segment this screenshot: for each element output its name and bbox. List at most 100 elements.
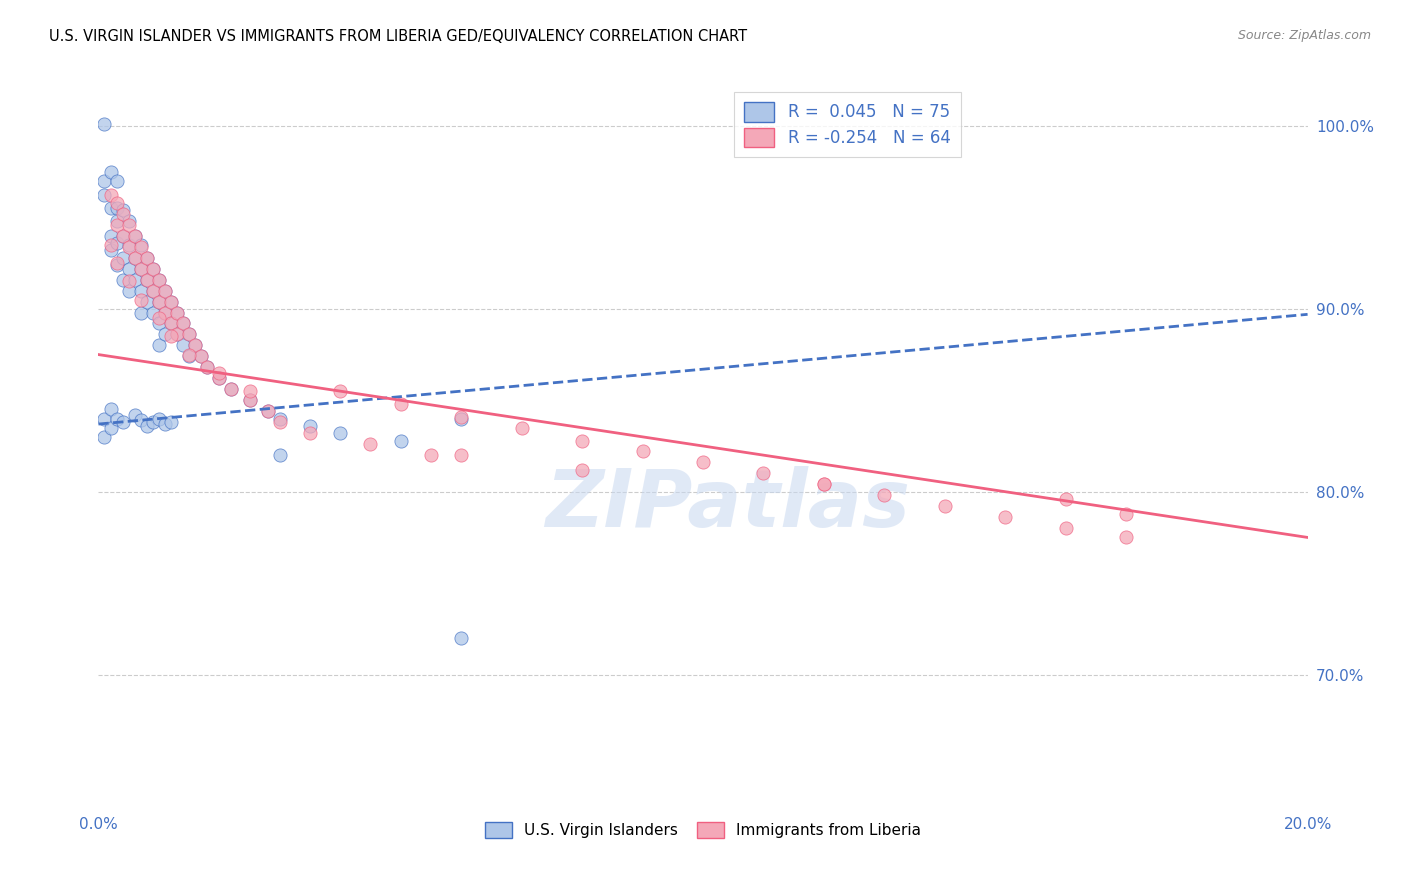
Point: [105, 195, 128, 210]
Point: [873, 488, 896, 502]
Point: [105, 174, 128, 188]
Point: [190, 350, 212, 364]
Point: [105, 201, 128, 215]
Point: [118, 214, 141, 228]
Point: [172, 317, 194, 331]
Point: [135, 251, 157, 265]
Point: [100, 402, 122, 417]
Point: [166, 327, 188, 342]
Point: [1115, 530, 1137, 544]
Point: [631, 444, 654, 458]
Point: [100, 228, 122, 243]
Point: [105, 218, 128, 232]
Point: [100, 237, 122, 252]
Point: [450, 448, 472, 462]
Legend: U.S. Virgin Islanders, Immigrants from Liberia: U.S. Virgin Islanders, Immigrants from L…: [478, 816, 928, 845]
Point: [129, 261, 152, 276]
Point: [208, 371, 231, 385]
Point: [118, 261, 141, 276]
Point: [153, 284, 176, 298]
Point: [195, 360, 218, 375]
Point: [299, 426, 322, 441]
Point: [269, 448, 291, 462]
Point: [111, 228, 134, 243]
Point: [184, 338, 207, 352]
Point: [142, 415, 165, 429]
Point: [129, 261, 152, 276]
Point: [142, 284, 165, 298]
Point: [360, 437, 382, 451]
Point: [135, 251, 157, 265]
Point: [124, 228, 146, 243]
Point: [111, 228, 134, 243]
Point: [111, 251, 134, 265]
Point: [93, 411, 115, 425]
Point: [129, 413, 152, 427]
Text: U.S. VIRGIN ISLANDER VS IMMIGRANTS FROM LIBERIA GED/EQUIVALENCY CORRELATION CHAR: U.S. VIRGIN ISLANDER VS IMMIGRANTS FROM …: [49, 29, 748, 44]
Point: [142, 261, 165, 276]
Point: [111, 203, 134, 218]
Point: [752, 467, 775, 481]
Point: [153, 305, 176, 319]
Point: [179, 327, 201, 342]
Point: [208, 371, 231, 385]
Point: [124, 408, 146, 422]
Point: [129, 240, 152, 254]
Point: [166, 305, 188, 319]
Text: ZIPatlas: ZIPatlas: [544, 466, 910, 543]
Point: [93, 174, 115, 188]
Point: [129, 284, 152, 298]
Point: [93, 430, 115, 444]
Point: [1054, 521, 1077, 535]
Point: [934, 500, 956, 514]
Point: [571, 463, 593, 477]
Point: [100, 420, 122, 434]
Point: [148, 272, 170, 286]
Point: [105, 258, 128, 272]
Point: [100, 164, 122, 178]
Point: [208, 366, 231, 380]
Point: [105, 411, 128, 425]
Point: [692, 455, 714, 469]
Point: [329, 426, 352, 441]
Point: [118, 284, 141, 298]
Point: [148, 338, 170, 352]
Point: [1054, 491, 1077, 506]
Point: [100, 188, 122, 202]
Point: [135, 272, 157, 286]
Point: [450, 631, 472, 645]
Point: [299, 418, 322, 433]
Point: [184, 338, 207, 352]
Point: [221, 382, 243, 396]
Point: [256, 404, 278, 418]
Point: [129, 293, 152, 307]
Point: [135, 272, 157, 286]
Point: [329, 384, 352, 399]
Point: [124, 272, 146, 286]
Point: [160, 294, 183, 309]
Point: [389, 397, 412, 411]
Point: [166, 305, 188, 319]
Point: [510, 420, 533, 434]
Point: [118, 240, 141, 254]
Point: [148, 310, 170, 325]
Point: [124, 251, 146, 265]
Point: [148, 294, 170, 309]
Point: [148, 294, 170, 309]
Point: [813, 477, 835, 491]
Point: [135, 418, 157, 433]
Point: [389, 434, 412, 448]
Point: [179, 350, 201, 364]
Point: [160, 294, 183, 309]
Point: [450, 409, 472, 424]
Point: [142, 284, 165, 298]
Point: [153, 417, 176, 431]
Point: [450, 411, 472, 425]
Point: [179, 327, 201, 342]
Point: [135, 294, 157, 309]
Point: [166, 327, 188, 342]
Point: [111, 272, 134, 286]
Point: [420, 448, 443, 462]
Point: [111, 415, 134, 429]
Point: [100, 244, 122, 258]
